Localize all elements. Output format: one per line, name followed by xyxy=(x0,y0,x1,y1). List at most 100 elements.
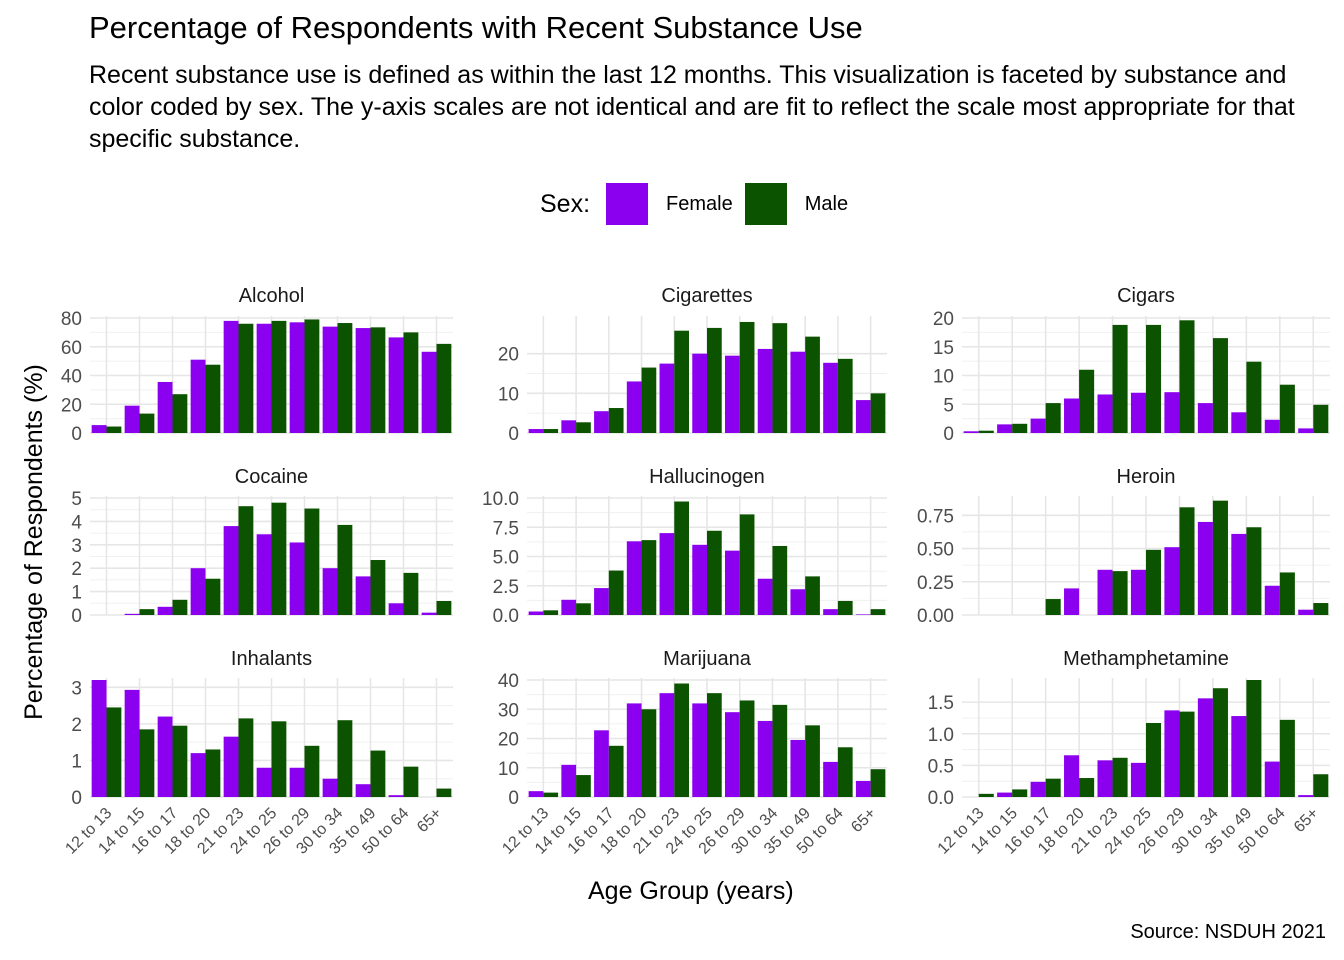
bar-cocaine-female-14-to-15 xyxy=(124,613,140,615)
y-tick-label: 0.25 xyxy=(917,573,954,594)
x-axis-title: Age Group (years) xyxy=(588,877,794,905)
bar-cocaine-male-35-to-49 xyxy=(370,560,386,615)
bar-methamphetamine-female-14-to-15 xyxy=(997,792,1013,797)
bar-cocaine-female-18-to-20 xyxy=(190,568,206,615)
y-tick-label: 0 xyxy=(71,424,82,445)
bar-hallucinogen-male-14-to-15 xyxy=(576,603,591,615)
facet-title-alcohol: Alcohol xyxy=(239,285,305,307)
y-tick-label: 2 xyxy=(71,715,82,736)
bar-cigarettes-female-16-to-17 xyxy=(594,411,609,433)
bar-alcohol-male-21-to-23 xyxy=(238,323,254,433)
bar-cigarettes-male-21-to-23 xyxy=(674,330,689,433)
bar-inhalants-male-26-to-29 xyxy=(304,745,320,797)
bar-cigarettes-female-35-to-49 xyxy=(790,351,806,433)
bar-methamphetamine-male-35-to-49 xyxy=(1246,680,1262,797)
bar-methamphetamine-female-18-to-20 xyxy=(1064,755,1080,797)
bar-hallucinogen-male-26-to-29 xyxy=(739,514,755,615)
y-tick-label: 0.0 xyxy=(493,606,519,627)
bar-hallucinogen-male-30-to-34 xyxy=(772,545,788,615)
bar-cigars-male-30-to-34 xyxy=(1212,338,1228,433)
bar-inhalants-female-35-to-49 xyxy=(355,784,371,797)
bar-methamphetamine-male-50-to-64 xyxy=(1279,719,1295,797)
bar-cigarettes-female-65- xyxy=(855,400,871,433)
bar-methamphetamine-female-16-to-17 xyxy=(1030,781,1046,797)
y-axis-title: Percentage of Respondents (%) xyxy=(20,364,48,720)
y-tick-label: 30 xyxy=(498,700,519,721)
y-tick-label: 1 xyxy=(71,751,82,772)
bar-cigarettes-female-50-to-64 xyxy=(823,362,838,433)
bar-cigars-male-18-to-20 xyxy=(1079,369,1095,433)
bar-cigars-female-65- xyxy=(1298,428,1314,433)
bar-heroin-male-65- xyxy=(1313,603,1329,615)
bar-marijuana-female-50-to-64 xyxy=(823,761,838,797)
bar-cigarettes-female-26-to-29 xyxy=(725,355,740,433)
bar-hallucinogen-female-21-to-23 xyxy=(659,533,675,615)
bar-heroin-male-24-to-25 xyxy=(1146,549,1162,615)
bar-heroin-female-30-to-34 xyxy=(1197,521,1213,615)
bar-alcohol-female-18-to-20 xyxy=(190,359,206,433)
bar-marijuana-female-35-to-49 xyxy=(790,739,806,797)
y-tick-label: 0.0 xyxy=(928,788,954,809)
y-tick-label: 80 xyxy=(61,309,82,330)
bar-cigarettes-male-12-to-13 xyxy=(543,429,559,433)
bar-cigars-male-12-to-13 xyxy=(978,430,994,433)
y-tick-label: 10 xyxy=(498,759,519,780)
bar-cocaine-male-24-to-25 xyxy=(271,502,287,615)
bar-inhalants-male-21-to-23 xyxy=(238,718,254,797)
bar-hallucinogen-male-50-to-64 xyxy=(837,600,853,615)
bar-hallucinogen-male-18-to-20 xyxy=(641,540,657,615)
bar-cigarettes-male-35-to-49 xyxy=(805,336,820,433)
y-tick-label: 1.5 xyxy=(928,693,954,714)
y-tick-label: 0 xyxy=(508,424,519,445)
bar-alcohol-male-26-to-29 xyxy=(304,319,320,433)
bar-marijuana-female-12-to-13 xyxy=(528,791,544,797)
bar-marijuana-male-30-to-34 xyxy=(772,704,788,797)
bar-cocaine-male-30-to-34 xyxy=(337,524,353,615)
bar-cigars-male-50-to-64 xyxy=(1279,384,1295,433)
facet-alcohol: 0 20 40 60 80 Alcohol xyxy=(61,285,453,445)
bar-alcohol-female-24-to-25 xyxy=(256,323,272,433)
legend-title: Sex: xyxy=(540,189,591,218)
bar-heroin-male-21-to-23 xyxy=(1112,571,1128,615)
bar-heroin-female-26-to-29 xyxy=(1164,547,1180,615)
bar-cigars-female-14-to-15 xyxy=(997,424,1013,433)
bar-heroin-female-18-to-20 xyxy=(1064,588,1080,615)
bar-cigars-female-35-to-49 xyxy=(1231,412,1247,433)
bar-marijuana-male-14-to-15 xyxy=(576,775,591,797)
bar-cigarettes-male-24-to-25 xyxy=(707,327,722,433)
bar-hallucinogen-male-12-to-13 xyxy=(543,610,559,615)
bar-heroin-female-65- xyxy=(1298,609,1314,615)
bar-heroin-male-26-to-29 xyxy=(1179,507,1195,615)
y-tick-label: 40 xyxy=(498,671,519,692)
caption: Source: NSDUH 2021 xyxy=(1130,921,1326,943)
bar-marijuana-male-26-to-29 xyxy=(739,700,755,797)
bar-inhalants-female-26-to-29 xyxy=(289,767,305,797)
y-tick-label: 2.5 xyxy=(493,577,519,598)
bar-inhalants-female-21-to-23 xyxy=(223,736,239,797)
bar-heroin-male-16-to-17 xyxy=(1045,599,1061,615)
bar-cigarettes-male-30-to-34 xyxy=(772,323,788,433)
bar-alcohol-male-30-to-34 xyxy=(337,323,353,433)
facet-cigarettes: 0 10 20 Cigarettes xyxy=(498,285,887,445)
bar-cocaine-female-30-to-34 xyxy=(322,568,338,615)
bar-methamphetamine-male-18-to-20 xyxy=(1079,778,1095,797)
bar-inhalants-male-30-to-34 xyxy=(337,720,353,797)
bar-cigarettes-female-24-to-25 xyxy=(692,353,707,433)
bar-cigars-female-16-to-17 xyxy=(1030,418,1046,433)
bar-alcohol-male-35-to-49 xyxy=(370,327,386,433)
facet-title-hallucinogen: Hallucinogen xyxy=(649,466,765,488)
bar-inhalants-female-18-to-20 xyxy=(190,753,206,797)
y-tick-label: 0.75 xyxy=(917,506,954,527)
bar-cigarettes-male-26-to-29 xyxy=(739,321,755,433)
legend-item-male: Male xyxy=(744,183,848,225)
bar-cigarettes-female-18-to-20 xyxy=(626,381,642,433)
bar-cigarettes-male-50-to-64 xyxy=(837,358,853,433)
bar-cocaine-male-16-to-17 xyxy=(172,599,188,615)
bar-methamphetamine-male-14-to-15 xyxy=(1012,789,1028,797)
bar-marijuana-female-18-to-20 xyxy=(626,703,642,797)
bar-hallucinogen-male-16-to-17 xyxy=(608,570,624,615)
y-tick-label: 1.0 xyxy=(928,725,954,746)
y-tick-label: 7.5 xyxy=(493,518,519,539)
bar-hallucinogen-male-35-to-49 xyxy=(805,576,820,615)
